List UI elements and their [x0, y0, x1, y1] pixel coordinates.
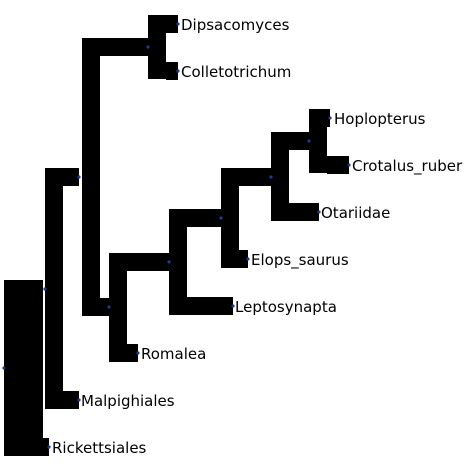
bar-leptosynapta-vertical: [169, 209, 187, 315]
leaf-label-otariidae: Otariidae: [321, 204, 390, 222]
leaf-label-malpighiales: Malpighiales: [81, 392, 175, 410]
bar-leptosynapta-stem: [127, 253, 169, 271]
leaf-label-crotalus-ruber: Crotalus_ruber: [352, 157, 463, 176]
node-dip-col: [146, 45, 150, 49]
bar-root-vertical: [4, 280, 43, 456]
node-otariidae-clade: [269, 175, 273, 179]
bar-elops-vertical: [221, 168, 239, 268]
node-romalea-clade: [107, 305, 111, 309]
bar-romalea-vertical: [109, 253, 127, 362]
node-crotalus-ruber: [347, 163, 351, 167]
node-hoplopterus: [328, 116, 332, 120]
bar-fungi-stem: [100, 38, 148, 56]
node-romalea: [136, 351, 140, 355]
bar-hop-cro-vertical: [309, 109, 327, 173]
tree-branches: [4, 15, 349, 456]
node-rickettsiales: [47, 445, 51, 449]
bar-otariidae-stem: [239, 168, 271, 186]
node-leptosynapta: [231, 304, 235, 308]
node-elops-clade: [219, 216, 223, 220]
leaf-label-hoplopterus: Hoplopterus: [334, 110, 426, 128]
bar-rickettsiales: [43, 438, 49, 456]
node-otariidae: [317, 210, 321, 214]
node-colletotrichum: [176, 69, 180, 73]
node-root: [2, 366, 6, 370]
bar-colletotrichum: [166, 62, 178, 80]
bar-hop-cro-stem: [289, 132, 309, 150]
leaf-label-elops-saurus: Elops_saurus: [251, 251, 349, 270]
bar-malpighiales-vertical: [45, 168, 63, 409]
tree-nodes: [2, 22, 351, 449]
leaf-label-rickettsiales: Rickettsiales: [52, 439, 147, 457]
bar-elops-stem: [187, 209, 221, 227]
node-dipsacomyces: [176, 22, 180, 26]
node-elops-saurus: [246, 257, 250, 261]
bar-elops-saurus: [239, 250, 248, 268]
bar-fungi-vertical: [82, 38, 100, 316]
node-malpighiales: [77, 398, 81, 402]
node-malpighiales-clade: [43, 287, 47, 291]
leaf-label-leptosynapta: Leptosynapta: [235, 298, 337, 316]
bar-leptosynapta: [187, 297, 233, 315]
bar-dip-col-vertical: [148, 15, 166, 79]
node-hop-cro: [307, 139, 311, 143]
bar-otariidae: [289, 203, 319, 221]
leaf-label-dipsacomyces: Dipsacomyces: [181, 16, 290, 34]
bar-malpighiales: [63, 391, 79, 409]
node-leptosynapta-clade: [167, 260, 171, 264]
bar-romalea: [127, 344, 138, 362]
bar-dipsacomyces: [166, 15, 178, 33]
leaf-label-romalea: Romalea: [141, 345, 206, 363]
leaf-label-colletotrichum: Colletotrichum: [181, 63, 291, 81]
bar-otariidae-vertical: [271, 132, 289, 221]
bar-fungi-join: [63, 168, 79, 186]
bar-crotalus-ruber: [327, 156, 349, 174]
bar-romalea-stem: [100, 298, 109, 316]
node-fungi-clade: [77, 175, 81, 179]
